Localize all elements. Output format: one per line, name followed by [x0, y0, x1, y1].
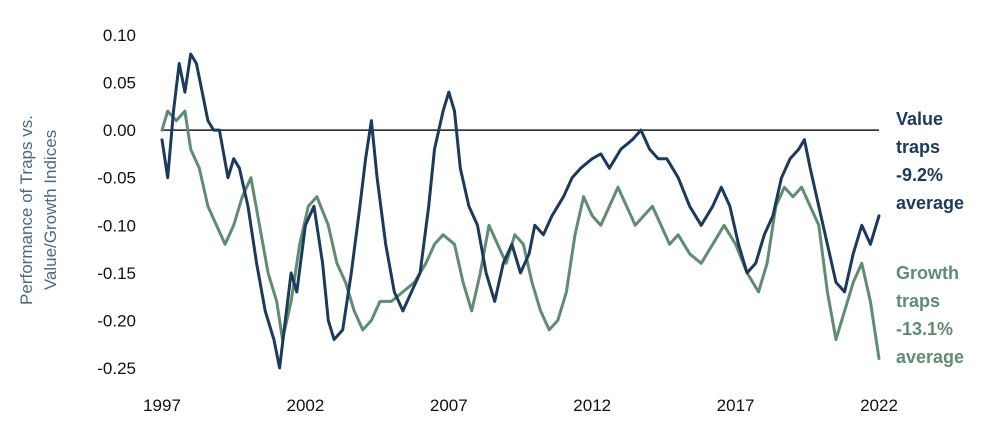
series-layer — [160, 52, 881, 370]
y-axis-ticks: 0.10 0.05 0.00 -0.05 -0.10 -0.15 -0.20 -0.25 — [97, 26, 136, 378]
legend-growth-traps-line: traps — [896, 291, 940, 311]
x-tick-label: 1997 — [143, 396, 181, 415]
legend-growth-traps-line: Growth — [896, 263, 959, 283]
y-tick-label: -0.05 — [97, 169, 136, 188]
y-tick-label: 0.00 — [103, 121, 136, 140]
y-tick-label: 0.10 — [103, 26, 136, 45]
legend: Value traps -9.2% average Growth traps -13.1% a… — [896, 109, 964, 367]
y-tick-label: 0.05 — [103, 74, 136, 93]
x-tick-label: 2012 — [573, 396, 611, 415]
x-tick-label: 2002 — [286, 396, 324, 415]
series-line-value-traps — [160, 52, 881, 370]
legend-value-traps-line: Value — [896, 109, 943, 129]
legend-value-traps-line: traps — [896, 137, 940, 157]
series-line-growth-traps — [160, 109, 881, 360]
legend-growth-traps-line: average — [896, 347, 964, 367]
legend-value-traps-line: -9.2% — [896, 165, 943, 185]
x-tick-label: 2017 — [717, 396, 755, 415]
y-axis-label-line-1: Performance of Traps vs. — [17, 115, 36, 305]
legend-growth-traps-line: -13.1% — [896, 319, 953, 339]
y-axis-label-line-2: Value/Growth Indices — [41, 130, 60, 290]
x-axis-ticks: 1997 2002 2007 2012 2017 2022 — [143, 396, 898, 415]
y-tick-label: -0.10 — [97, 216, 136, 235]
x-tick-label: 2007 — [430, 396, 468, 415]
y-tick-label: -0.20 — [97, 311, 136, 330]
y-tick-label: -0.15 — [97, 264, 136, 283]
y-tick-label: -0.25 — [97, 359, 136, 378]
legend-value-traps-line: average — [896, 193, 964, 213]
x-tick-label: 2022 — [860, 396, 898, 415]
